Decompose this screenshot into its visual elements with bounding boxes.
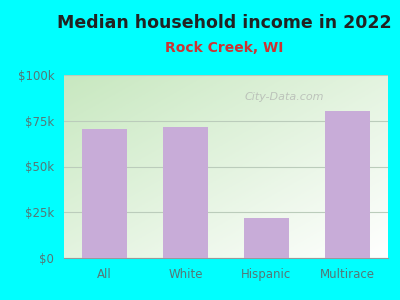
Text: Median household income in 2022: Median household income in 2022 [57, 14, 391, 32]
Bar [82, 129, 127, 258]
Bar [325, 111, 370, 258]
Text: City-Data.com: City-Data.com [244, 92, 324, 102]
Bar [163, 127, 208, 258]
Bar [244, 218, 289, 258]
Text: Rock Creek, WI: Rock Creek, WI [165, 40, 283, 55]
